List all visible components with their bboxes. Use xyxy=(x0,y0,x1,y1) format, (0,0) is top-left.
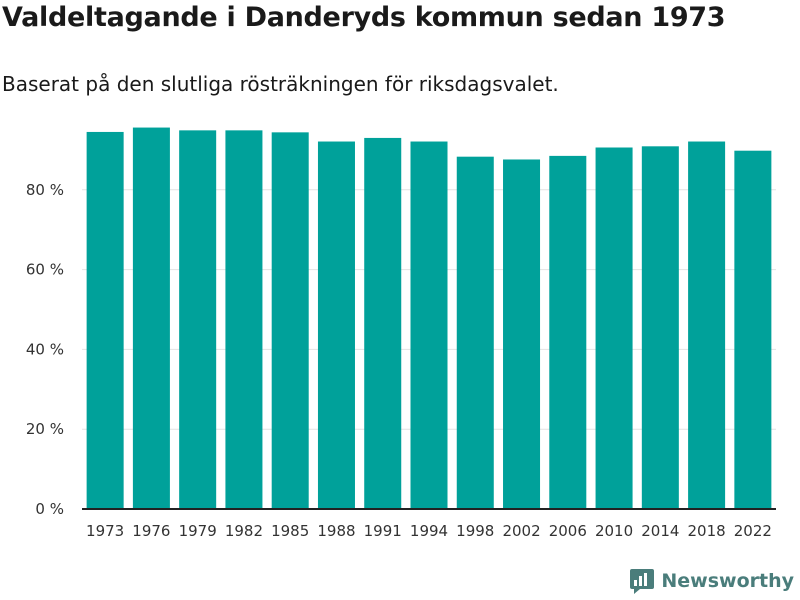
bar-1998[interactable] xyxy=(456,156,494,510)
bar-2014[interactable] xyxy=(641,146,679,509)
chart-title: Valdeltagande i Danderyds kommun sedan 1… xyxy=(2,2,726,33)
bar-2002[interactable] xyxy=(503,159,541,509)
bar-1973[interactable] xyxy=(86,131,124,509)
bar-1994[interactable] xyxy=(410,141,448,509)
newsworthy-logo: Newsworthy xyxy=(629,568,794,594)
x-tick-label-1979: 1979 xyxy=(179,522,217,540)
x-tick-label-2022: 2022 xyxy=(734,522,772,540)
x-axis-ticks: 1973 1976 1979 1982 1985 1988 1991 1994 1998 2002… xyxy=(86,522,772,540)
x-tick-label-1998: 1998 xyxy=(456,522,494,540)
bar-2022[interactable] xyxy=(734,150,772,509)
bar-2018[interactable] xyxy=(688,141,726,509)
y-tick-label: 80 % xyxy=(26,181,64,199)
x-tick-label-1988: 1988 xyxy=(317,522,355,540)
newsworthy-logo-icon xyxy=(630,569,655,594)
x-tick-label-1976: 1976 xyxy=(132,522,170,540)
bar-chart: 0 % 20 % 40 % 60 % 80 % 1973 1976 1979 1982 1985… xyxy=(26,127,776,540)
x-tick-label-2006: 2006 xyxy=(549,522,587,540)
x-tick-label-2014: 2014 xyxy=(641,522,679,540)
bar-1991[interactable] xyxy=(364,137,402,509)
x-tick-label-1994: 1994 xyxy=(410,522,448,540)
bar-1982[interactable] xyxy=(225,130,263,509)
bar-1979[interactable] xyxy=(179,130,217,509)
x-tick-label-2010: 2010 xyxy=(595,522,633,540)
y-tick-label: 0 % xyxy=(35,500,64,518)
x-tick-label-1973: 1973 xyxy=(86,522,124,540)
x-tick-label-1982: 1982 xyxy=(225,522,263,540)
x-tick-label-1985: 1985 xyxy=(271,522,309,540)
bars xyxy=(86,127,772,510)
x-tick-label-1991: 1991 xyxy=(364,522,402,540)
y-axis-ticks: 0 % 20 % 40 % 60 % 80 % xyxy=(26,181,64,518)
bar-1985[interactable] xyxy=(271,132,309,509)
bar-2010[interactable] xyxy=(595,147,633,510)
bar-1988[interactable] xyxy=(317,141,355,509)
newsworthy-logo-text: Newsworthy xyxy=(661,570,794,592)
bar-2006[interactable] xyxy=(549,155,587,509)
y-tick-label: 40 % xyxy=(26,340,64,358)
bar-1976[interactable] xyxy=(132,127,170,509)
chart-subtitle: Baserat på den slutliga rösträkningen fö… xyxy=(2,72,559,96)
x-tick-label-2002: 2002 xyxy=(502,522,540,540)
y-tick-label: 20 % xyxy=(26,420,64,438)
x-tick-label-2018: 2018 xyxy=(688,522,726,540)
y-tick-label: 60 % xyxy=(26,261,64,279)
